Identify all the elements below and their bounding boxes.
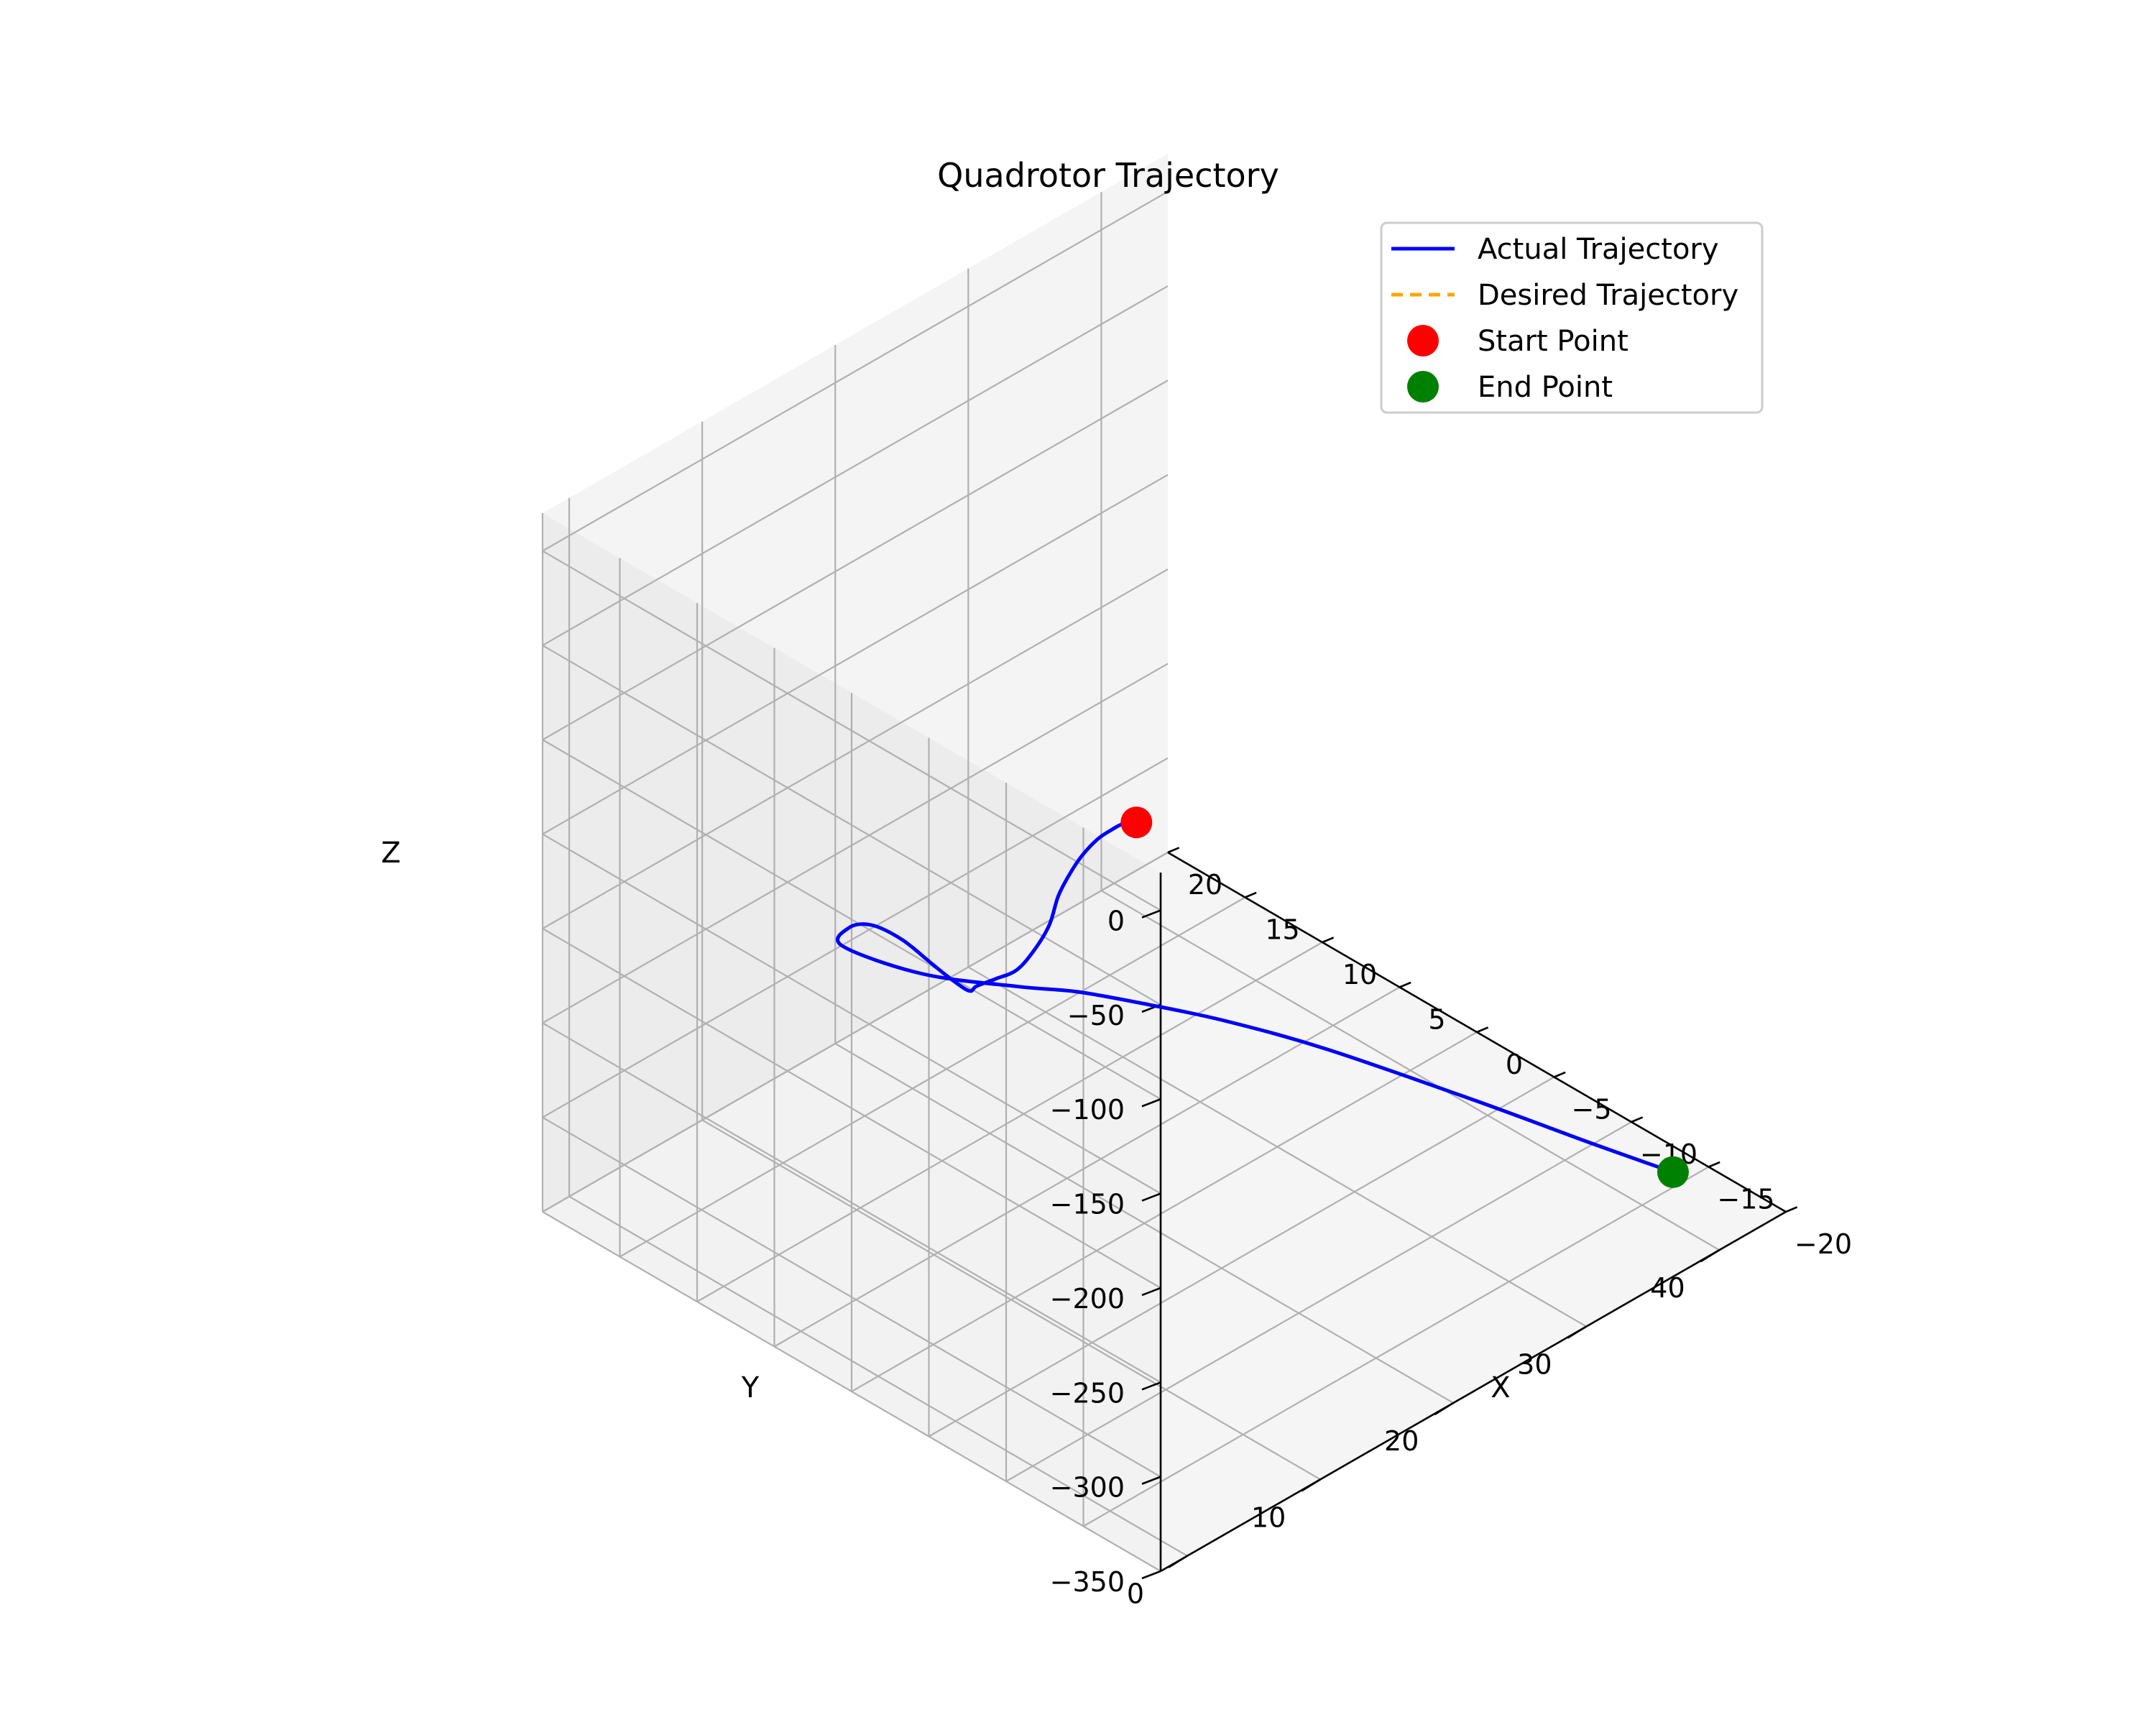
legend-marker-end [1407, 371, 1439, 402]
z-tick-label-1: −50 [1067, 1000, 1125, 1031]
x-tick-3 [1553, 1071, 1566, 1078]
x-tick-label-1: −15 [1717, 1184, 1774, 1215]
grid-z-back-2 [542, 380, 1169, 741]
legend: Actual Trajectory Desired Trajectory Sta… [1380, 221, 1764, 414]
x-tick-6 [1322, 937, 1335, 944]
grid-x-floor-3 [928, 1076, 1555, 1438]
grid-z-side-4 [542, 927, 1161, 1289]
y-axis-line [1160, 1210, 1787, 1573]
x-tick-1 [1708, 1161, 1720, 1168]
x-tick-label-5: 5 [1428, 1004, 1445, 1036]
x-tick-label-0: −20 [1795, 1228, 1852, 1260]
x-tick-label-4: 0 [1506, 1049, 1523, 1080]
y-tick-3 [1567, 1325, 1588, 1339]
grid-y-floor-1 [701, 1119, 1321, 1481]
x-axis-label: X [1491, 1371, 1510, 1404]
y-tick-label-4: 40 [1650, 1272, 1685, 1304]
marker-end-point [1657, 1156, 1689, 1188]
grid-z-back-5 [542, 663, 1169, 1024]
y-tick-label-0: 0 [1127, 1578, 1144, 1610]
grid-z-back-7 [542, 852, 1169, 1213]
y-tick-2 [1434, 1402, 1454, 1416]
z-tick-label-4: −200 [1050, 1283, 1125, 1315]
legend-label-start: Start Point [1478, 325, 1628, 358]
z-tick-label-2: −100 [1050, 1094, 1125, 1126]
x-tick-label-3: −5 [1571, 1094, 1611, 1126]
grid-z-side-7 [542, 1211, 1161, 1572]
y-tick-label-2: 20 [1384, 1425, 1419, 1457]
series-line-0 [836, 822, 1675, 1174]
z-tick-3 [1141, 1192, 1161, 1202]
x-tick-label-8: 20 [1188, 869, 1222, 901]
grid-x-floor-4 [851, 1031, 1478, 1392]
z-tick-5 [1141, 1381, 1161, 1391]
z-tick-0 [1141, 909, 1161, 919]
grid-x-floor-2 [1005, 1121, 1632, 1482]
z-axis-label: Z [381, 837, 400, 870]
z-tick-label-5: −250 [1050, 1377, 1125, 1409]
x-tick-8 [1167, 847, 1180, 854]
grid-z-side-2 [542, 739, 1161, 1100]
grid-z-back-6 [542, 757, 1169, 1118]
points-layer [1120, 806, 1689, 1188]
legend-marker-start [1407, 325, 1439, 356]
legend-label-desired: Desired Trajectory [1478, 279, 1738, 312]
series-layer [836, 822, 1675, 1174]
z-tick-label-3: −150 [1050, 1189, 1125, 1220]
chart-title: Quadrotor Trajectory [937, 156, 1279, 195]
grid-z-side-3 [542, 833, 1161, 1195]
x-tick-2 [1631, 1116, 1644, 1123]
grid-z-side-0 [542, 550, 1161, 911]
x-tick-label-7: 15 [1265, 914, 1299, 946]
grid-z-back-4 [542, 568, 1169, 929]
grid-z-back-0 [542, 190, 1169, 552]
x-tick-7 [1244, 891, 1257, 898]
legend-label-end: End Point [1478, 371, 1613, 404]
z-tick-label-7: −350 [1050, 1566, 1125, 1598]
z-tick-label-6: −300 [1050, 1472, 1125, 1504]
y-tick-label-1: 10 [1251, 1501, 1286, 1533]
x-tick-label-6: 10 [1342, 959, 1377, 990]
legend-label-actual: Actual Trajectory [1478, 233, 1719, 266]
z-tick-2 [1141, 1098, 1161, 1108]
y-tick-1 [1301, 1478, 1321, 1492]
axis-ticks: −20−15−10−5051015200102030400−50−100−150… [1050, 847, 1852, 1610]
grid-x-floor-1 [1082, 1166, 1710, 1527]
grid-lines [541, 190, 1787, 1572]
grid-z-back-1 [542, 285, 1169, 646]
grid-y-floor-2 [834, 1043, 1454, 1404]
z-tick-label-0: 0 [1107, 906, 1125, 937]
grid-x-floor-6 [696, 942, 1323, 1302]
y-tick-label-3: 30 [1517, 1349, 1552, 1381]
x-tick-4 [1476, 1026, 1489, 1034]
grid-y-floor-0 [568, 1195, 1188, 1557]
y-tick-0 [1168, 1555, 1188, 1568]
grid-x-floor-5 [773, 986, 1401, 1348]
marker-start-point [1120, 806, 1153, 839]
z-tick-6 [1141, 1476, 1161, 1485]
grid-y-floor-3 [967, 966, 1587, 1328]
grid-z-side-1 [542, 644, 1161, 1006]
z-tick-4 [1141, 1287, 1161, 1297]
grid-z-back-3 [542, 474, 1169, 835]
z-tick-7 [1141, 1570, 1161, 1580]
grid-z-side-6 [542, 1116, 1161, 1478]
legend-frame [1380, 221, 1764, 414]
grid-x-floor-7 [619, 896, 1246, 1258]
x-tick-5 [1399, 981, 1411, 988]
grid-z-side-5 [542, 1022, 1161, 1384]
grid-y-floor-4 [1100, 890, 1720, 1251]
y-axis-label: Y [741, 1371, 760, 1404]
y-tick-4 [1700, 1249, 1720, 1263]
x-tick-0 [1785, 1206, 1798, 1213]
